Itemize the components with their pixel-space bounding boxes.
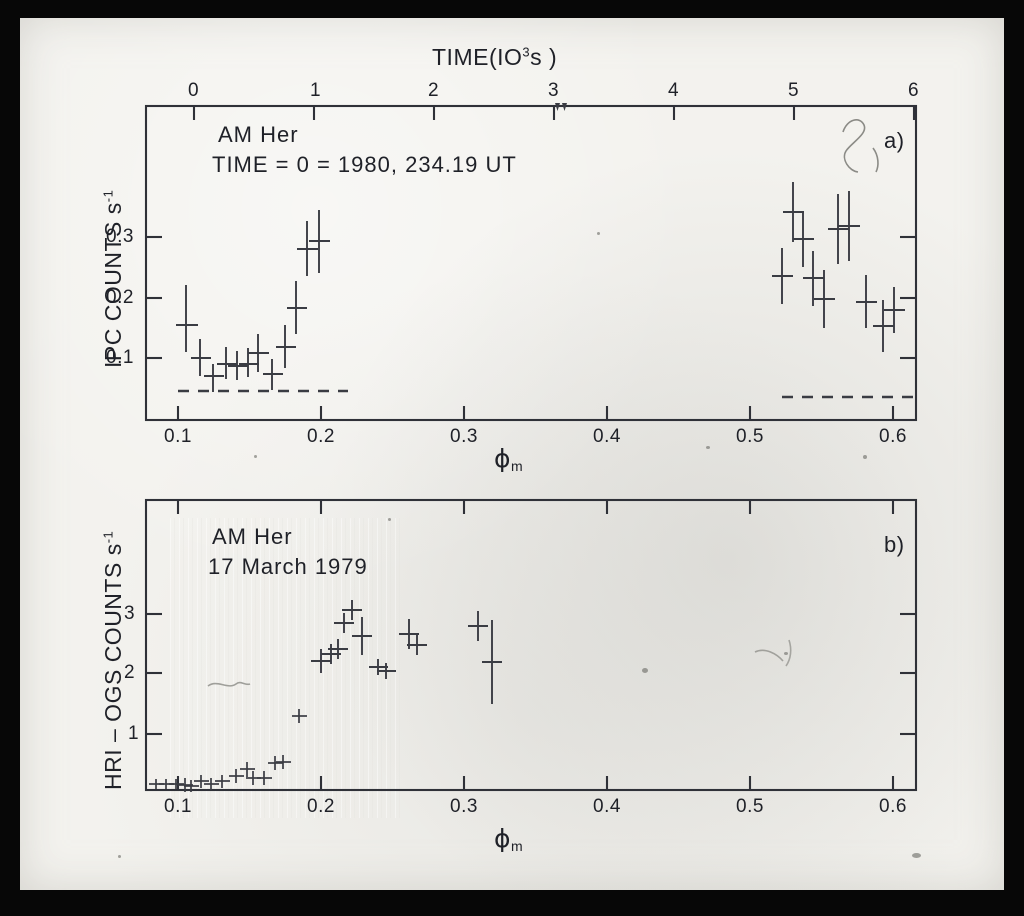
- panel-a-top-ticks: [192, 106, 916, 120]
- panel-a-frame: [144, 104, 918, 422]
- top-tick-label-6: 6: [908, 80, 920, 101]
- panel-a-x-tick-label-0.1: 0.1: [164, 426, 192, 447]
- pencil-scribble-annotation: [842, 119, 879, 173]
- panel-a-x-tick-label-0.5: 0.5: [736, 426, 764, 447]
- top-tick-label-5: 5: [788, 80, 800, 101]
- panel-b-frame: [144, 498, 918, 792]
- panel-b-y-ticks-right: [900, 612, 916, 736]
- panel-a-y-tick-label-0.2: 0.2: [106, 287, 134, 308]
- panel-b-x-ticks: [176, 776, 895, 790]
- panel-a-data-right: [772, 182, 905, 352]
- panel-a-x-axis-title: ϕm: [494, 444, 523, 474]
- panel-b-x-tick-label-0.5: 0.5: [736, 796, 764, 817]
- panel-b-y-axis-title-exponent: -1: [100, 530, 116, 544]
- panel-a-label: a): [884, 128, 905, 153]
- panel-b-data: [149, 600, 502, 792]
- panel-a-y-ticks-right: [900, 235, 916, 360]
- panel-a-annotation-line2: TIME = 0 = 1980, 234.19 UT: [212, 152, 517, 177]
- panel-b-y-tick-label-2: 2: [124, 662, 136, 683]
- top-tick-label-0: 0: [188, 80, 200, 101]
- panel-b-label: b): [884, 532, 905, 557]
- panel-b-x-axis-title: ϕm: [494, 824, 523, 854]
- panel-a-y-axis-title-exponent: -1: [100, 189, 116, 203]
- panel-b-top-ticks: [176, 500, 895, 514]
- panel-a-data-left: [176, 210, 330, 392]
- panel-a-annotation-line1: AM Her: [218, 122, 299, 147]
- panel-a-x-tick-label-0.4: 0.4: [593, 426, 621, 447]
- top-tick-label-4: 4: [668, 80, 680, 101]
- top-tick-label-2: 2: [428, 80, 440, 101]
- scanned-page: [20, 18, 1004, 890]
- panel-a-y-tick-label-0.3: 0.3: [106, 226, 134, 247]
- panel-a-y-tick-label-0.1: 0.1: [106, 347, 134, 368]
- top-tick-label-3: 3: [548, 80, 560, 101]
- panel-a-x-axis-symbol: ϕ: [494, 444, 511, 473]
- panel-a-x-tick-label-0.2: 0.2: [307, 426, 335, 447]
- panel-a-y-ticks: [146, 235, 162, 360]
- panel-b-y-tick-label-3: 3: [124, 603, 136, 624]
- panel-b-y-ticks: [146, 612, 162, 736]
- panel-a-x-ticks: [176, 406, 895, 420]
- top-axis-title: TIME(IO3s ): [432, 44, 557, 71]
- panel-a-y-axis-title: IPC COUNTS s-1: [100, 190, 127, 368]
- top-tick-label-1: 1: [310, 80, 322, 101]
- panel-b-y-tick-label-1: 1: [128, 723, 140, 744]
- top-axis-title-exponent: 3: [522, 44, 531, 60]
- panel-b-x-tick-label-0.1: 0.1: [164, 796, 192, 817]
- panel-b-y-axis-title: HRI – OGS COUNTS s-1: [100, 531, 127, 790]
- panel-b-x-tick-label-0.6: 0.6: [879, 796, 907, 817]
- panel-b-annotation-line2: 17 March 1979: [208, 554, 368, 579]
- film-scratch-artifact: [207, 639, 792, 687]
- panel-b-y-axis-title-main: HRI – OGS COUNTS s: [100, 543, 126, 790]
- panel-a-top-axis-markers: [555, 103, 567, 111]
- top-axis-title-post: s ): [530, 44, 558, 70]
- top-axis-title-pre: TIME(IO: [432, 44, 523, 70]
- panel-a-x-tick-label-0.3: 0.3: [450, 426, 478, 447]
- panel-b-annotation-line1: AM Her: [212, 524, 293, 549]
- panel-b-x-tick-label-0.2: 0.2: [307, 796, 335, 817]
- panel-b-x-axis-subscript: m: [511, 838, 524, 855]
- panel-b-x-tick-label-0.4: 0.4: [593, 796, 621, 817]
- panel-b-x-axis-symbol: ϕ: [494, 824, 511, 853]
- panel-a-x-axis-subscript: m: [511, 458, 524, 475]
- panel-a-x-tick-label-0.6: 0.6: [879, 426, 907, 447]
- panel-b-x-tick-label-0.3: 0.3: [450, 796, 478, 817]
